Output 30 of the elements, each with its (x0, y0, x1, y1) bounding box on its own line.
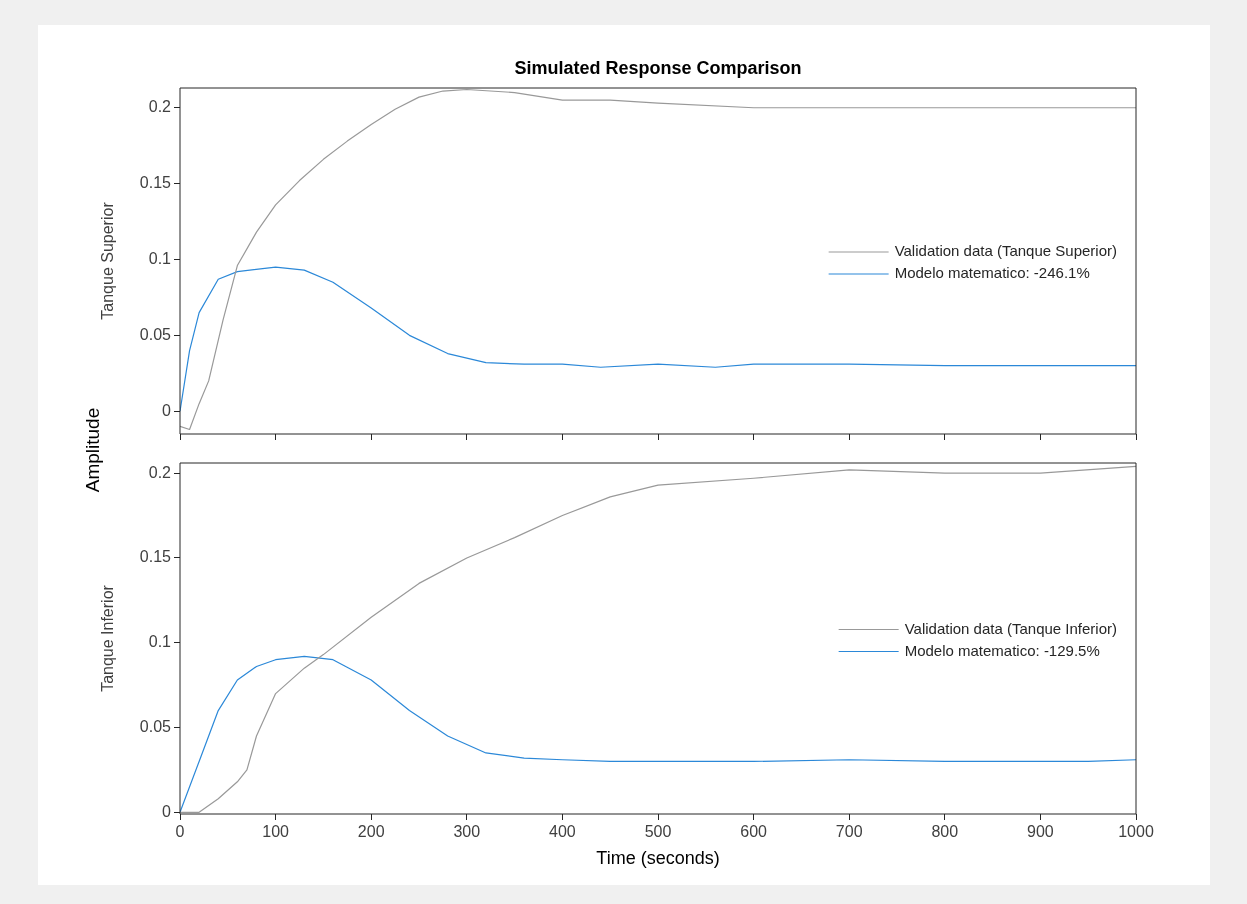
x-tick-label: 200 (357, 823, 385, 841)
x-tick-label: 600 (740, 823, 768, 841)
y-tick-label: 0.05 (139, 325, 172, 343)
chart-title: Simulated Response Comparison (513, 58, 803, 79)
y-tick-label: 0.1 (148, 249, 172, 267)
y-axis-title: Tanque Superior (99, 201, 117, 320)
legend-label: Validation data (Tanque Inferior) (904, 619, 1118, 637)
y-tick-label: 0.05 (139, 717, 172, 735)
y-tick-label: 0.1 (148, 633, 172, 651)
x-tick-label: 500 (644, 823, 672, 841)
x-tick-label: 700 (835, 823, 863, 841)
legend-label: Modelo matematico: -129.5% (904, 641, 1100, 659)
y-axis-title: Tanque Inferior (99, 584, 117, 692)
x-tick-label: 300 (453, 823, 481, 841)
x-axis-title: Time (seconds) (596, 848, 720, 869)
y-tick-label: 0.15 (139, 174, 172, 192)
y-tick-label: 0.15 (139, 548, 172, 566)
y-tick-label: 0 (162, 802, 172, 820)
text: Amplitude (82, 407, 104, 493)
x-tick-label: 100 (262, 823, 290, 841)
y-tick-label: 0.2 (148, 98, 172, 116)
x-tick-label: 800 (931, 823, 959, 841)
x-tick-label: 0 (175, 823, 185, 841)
legend-label: Modelo matematico: -246.1% (894, 264, 1090, 282)
x-tick-label: 900 (1027, 823, 1054, 841)
y-tick-label: 0.2 (148, 463, 172, 481)
y-tick-label: 0 (162, 401, 172, 419)
x-tick-label: 400 (549, 823, 576, 841)
legend-label: Validation data (Tanque Superior) (894, 242, 1118, 260)
x-tick-label: 1000 (1118, 823, 1154, 841)
